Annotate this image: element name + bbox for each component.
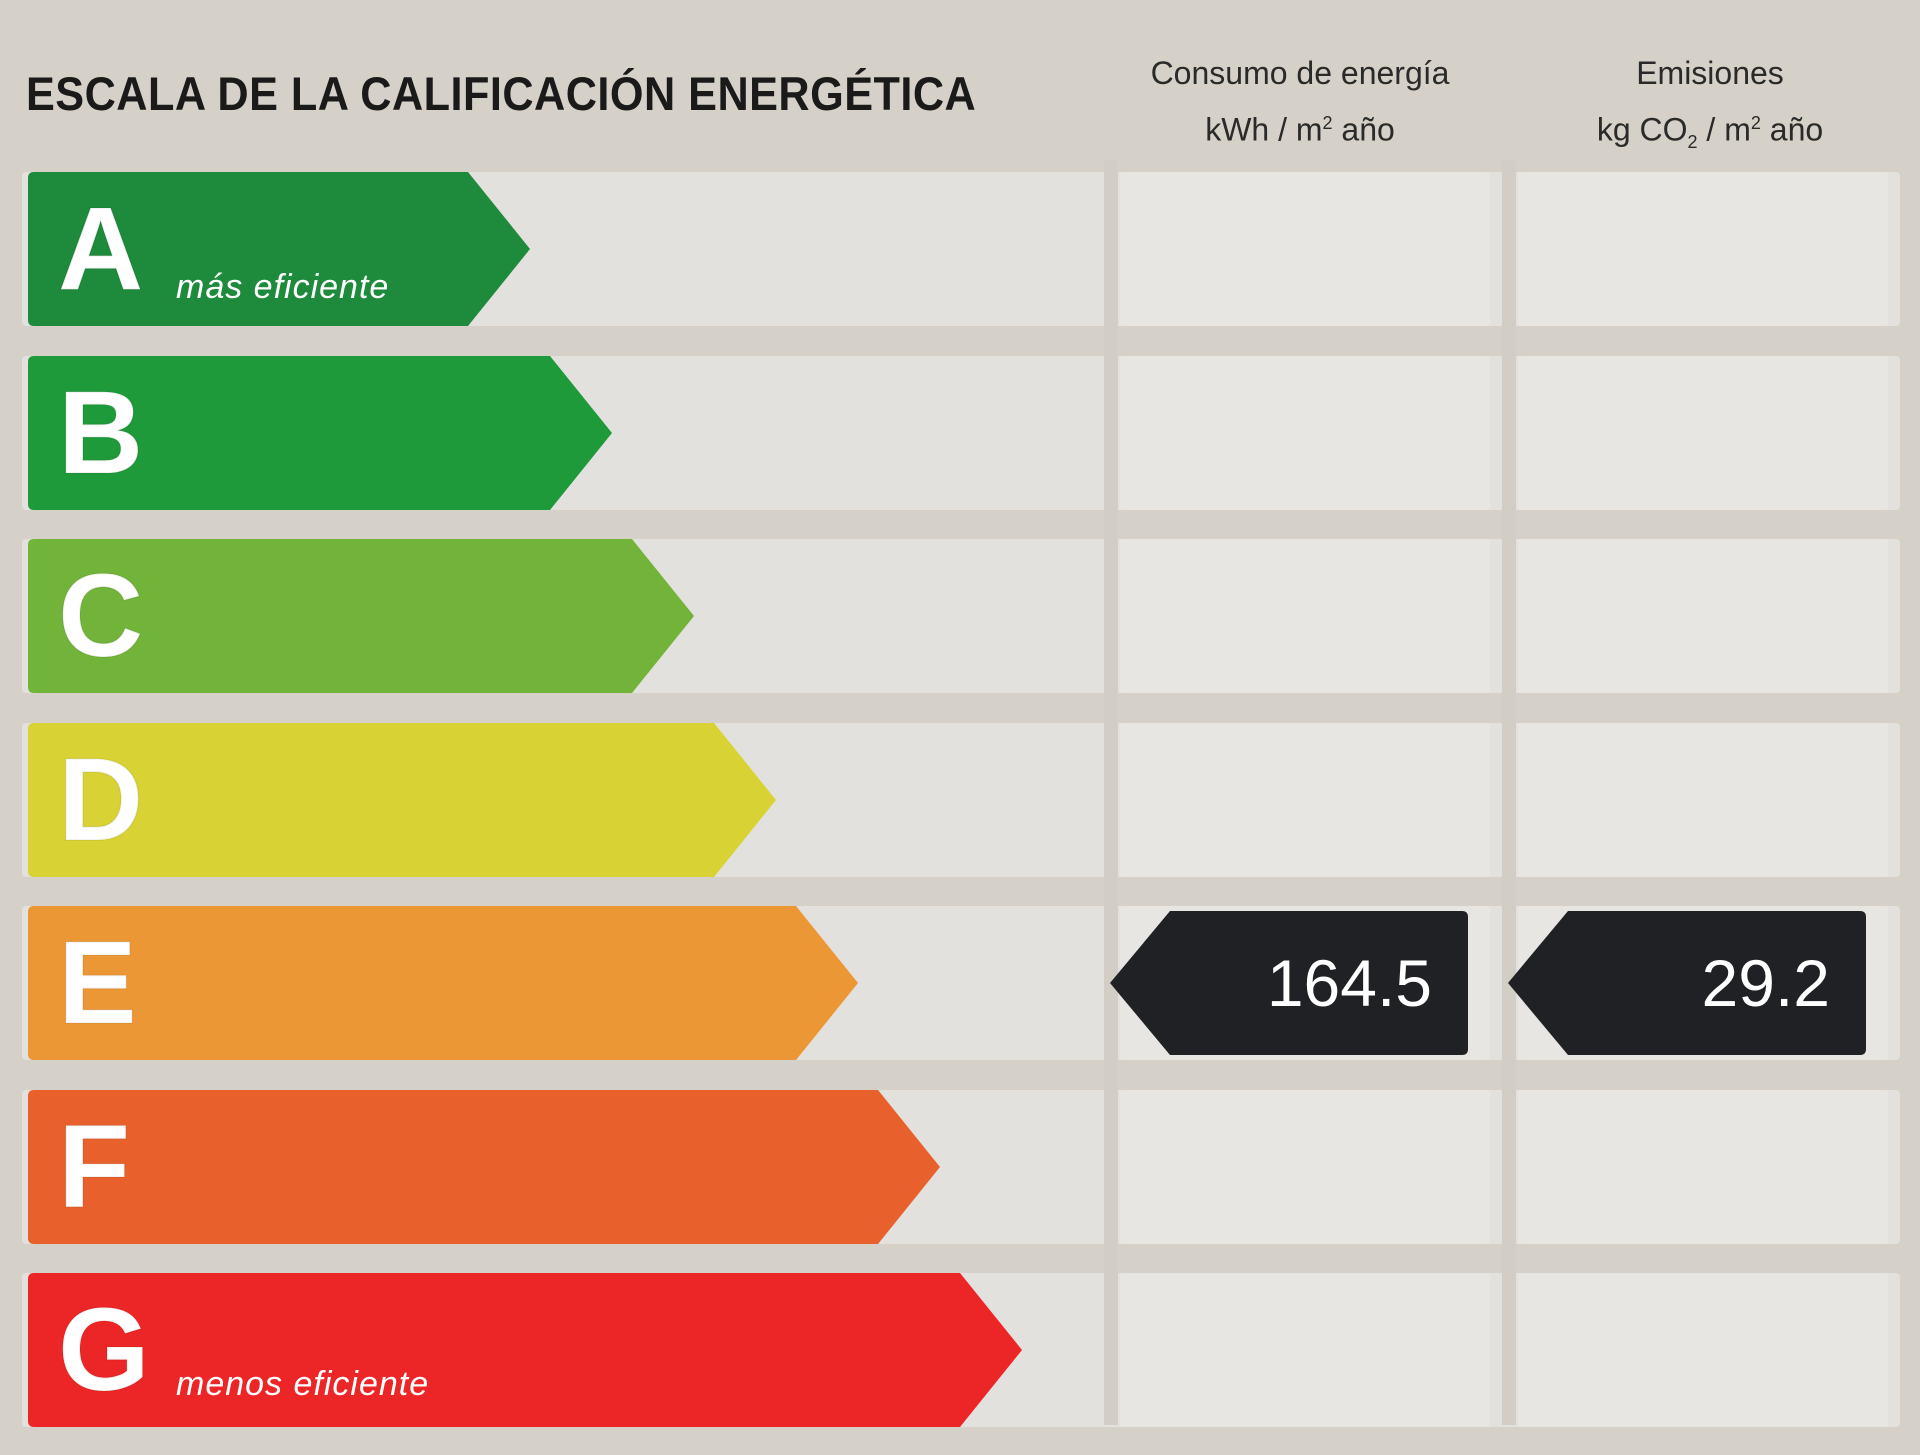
class-note: menos eficiente — [176, 1365, 430, 1403]
class-bar-b: B — [28, 355, 612, 510]
class-letter: G — [57, 1283, 151, 1417]
rating-value: 29.2 — [1701, 946, 1830, 1020]
column-divider — [1104, 160, 1118, 1425]
class-letter: B — [57, 366, 144, 500]
emissions-unit: kg CO2 / m2 año — [1596, 111, 1824, 153]
class-letter: A — [57, 182, 144, 316]
class-bar-e: E — [28, 906, 858, 1060]
consumption-cell-g — [1120, 1273, 1490, 1427]
consumption-column-header: Consumo de energía kWh / m2 año — [1110, 48, 1490, 155]
class-arrow-e — [28, 906, 858, 1060]
consumption-label: Consumo de energía — [1150, 55, 1450, 91]
class-letter: D — [57, 733, 144, 867]
class-arrow-c — [28, 539, 694, 693]
emissions-rating-tag: 29.2 — [1508, 911, 1866, 1055]
emissions-cell-d — [1518, 722, 1888, 877]
emissions-cell-c — [1518, 539, 1888, 693]
class-letter: C — [57, 549, 144, 683]
class-arrow-g — [28, 1273, 1022, 1427]
class-bar-c: C — [28, 539, 694, 693]
column-divider — [1502, 160, 1516, 1425]
consumption-cell-a — [1120, 172, 1490, 326]
consumption-cell-d — [1120, 722, 1490, 877]
consumption-unit: kWh / m2 año — [1205, 111, 1395, 148]
emissions-cell-f — [1518, 1089, 1888, 1244]
emissions-cell-b — [1518, 355, 1888, 510]
class-letter: E — [57, 916, 138, 1050]
class-arrow-b — [28, 355, 612, 510]
class-letter: F — [57, 1100, 131, 1234]
class-arrow-d — [28, 722, 776, 877]
consumption-cell-b — [1120, 355, 1490, 510]
class-note: más eficiente — [176, 268, 390, 306]
emissions-cell-a — [1518, 172, 1888, 326]
emissions-label: Emisiones — [1636, 55, 1784, 91]
rating-value: 164.5 — [1266, 946, 1432, 1020]
consumption-rating-tag: 164.5 — [1110, 911, 1468, 1055]
class-bar-f: F — [28, 1089, 940, 1244]
page-title: ESCALA DE LA CALIFICACIÓN ENERGÉTICA — [26, 67, 977, 120]
emissions-column-header: Emisiones kg CO2 / m2 año — [1520, 48, 1900, 167]
class-arrow-f — [28, 1089, 940, 1244]
class-bar-d: D — [28, 722, 776, 877]
consumption-cell-c — [1120, 539, 1490, 693]
emissions-cell-g — [1518, 1273, 1888, 1427]
class-arrow-a — [28, 172, 530, 326]
consumption-cell-f — [1120, 1089, 1490, 1244]
